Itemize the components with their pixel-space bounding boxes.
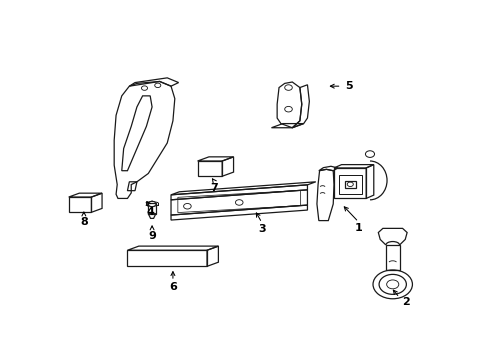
Text: 2: 2	[401, 297, 409, 307]
Text: 6: 6	[169, 282, 177, 292]
Bar	[333, 168, 366, 198]
Text: 7: 7	[210, 183, 218, 193]
Bar	[338, 175, 361, 194]
Bar	[148, 203, 156, 214]
Text: 8: 8	[80, 217, 87, 227]
Text: 1: 1	[354, 222, 362, 233]
Text: 5: 5	[345, 81, 352, 91]
Bar	[385, 245, 399, 270]
Bar	[344, 181, 355, 188]
Text: 9: 9	[148, 231, 156, 241]
Text: 4: 4	[146, 207, 154, 217]
Text: 3: 3	[258, 224, 265, 234]
